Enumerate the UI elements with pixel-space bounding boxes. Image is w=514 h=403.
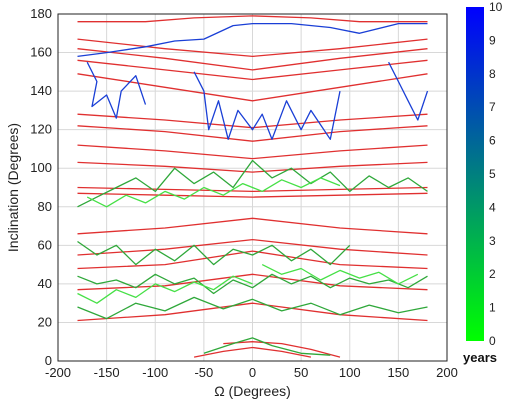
- plot-frame: [57, 13, 448, 362]
- colorbar-tick-label: 8: [489, 67, 496, 81]
- series-line-7: [77, 161, 428, 173]
- series-line-28: [77, 275, 253, 304]
- series-line-18: [77, 22, 428, 58]
- x-tick-label: -200: [45, 365, 71, 380]
- series-line-5: [77, 192, 428, 198]
- colorbar-tick-labels: 0 1 2 3 4 5 6 7 8 9 10: [489, 0, 503, 348]
- series-line-12: [77, 59, 428, 81]
- x-tick-label: 100: [339, 365, 361, 380]
- x-tick-label: 50: [294, 365, 308, 380]
- x-tick-label: -50: [194, 365, 213, 380]
- series-line-19: [86, 61, 147, 119]
- y-tick-label: 0: [45, 353, 52, 368]
- x-tick-label: 150: [388, 365, 410, 380]
- series-line-16: [223, 341, 341, 358]
- y-tick-label: 100: [30, 160, 52, 175]
- series-line-24: [77, 240, 351, 266]
- x-axis-title: Ω (Degrees): [214, 383, 291, 399]
- series-line-11: [77, 73, 428, 102]
- y-tick-labels: 0 20 40 60 80 100 120 140 160 180: [30, 6, 52, 368]
- series-line-6: [77, 186, 428, 193]
- x-tick-label: 200: [436, 365, 458, 380]
- series-line-9: [77, 125, 428, 142]
- y-axis-title: Inclination (Degrees): [5, 123, 21, 252]
- series-line-29: [261, 264, 419, 285]
- colorbar-tick-label: 7: [489, 100, 496, 114]
- colorbar: [466, 7, 484, 341]
- series-layer: [77, 15, 429, 358]
- y-tick-label: 160: [30, 45, 52, 60]
- series-line-15: [77, 15, 428, 23]
- colorbar-tick-label: 2: [489, 267, 496, 281]
- series-line-21: [388, 61, 429, 121]
- colorbar-tick-label: 1: [489, 301, 496, 315]
- y-tick-label: 60: [38, 237, 52, 252]
- series-line-4: [77, 217, 428, 235]
- colorbar-label: years: [463, 350, 497, 365]
- y-tick-label: 120: [30, 122, 52, 137]
- y-tick-label: 80: [38, 199, 52, 214]
- y-tick-label: 140: [30, 83, 52, 98]
- colorbar-tick-label: 4: [489, 200, 496, 214]
- series-line-2: [77, 250, 428, 270]
- y-tick-label: 20: [38, 314, 52, 329]
- colorbar-tick-label: 5: [489, 167, 496, 181]
- x-tick-label: -150: [94, 365, 120, 380]
- series-line-22: [77, 159, 428, 208]
- colorbar-tick-label: 6: [489, 134, 496, 148]
- colorbar-tick-label: 3: [489, 234, 496, 248]
- x-tick-labels: -200 -150 -100 -50 0 50 100 150 200: [45, 365, 458, 380]
- series-line-14: [77, 38, 428, 58]
- colorbar-tick-label: 10: [489, 0, 503, 14]
- colorbar-tick-label: 9: [489, 33, 496, 47]
- x-tick-label: 0: [249, 365, 256, 380]
- series-line-17: [193, 346, 312, 358]
- series-line-23: [77, 273, 428, 295]
- series-line-26: [203, 337, 331, 356]
- x-tick-label: -100: [142, 365, 168, 380]
- series-line-13: [77, 48, 428, 71]
- series-line-25: [77, 296, 428, 320]
- series-line-27: [86, 177, 341, 208]
- series-line-3: [77, 238, 428, 256]
- series-line-8: [77, 144, 428, 160]
- colorbar-tick-label: 0: [489, 334, 496, 348]
- series-line-10: [77, 113, 428, 129]
- y-tick-label: 40: [38, 276, 52, 291]
- series-line-20: [193, 71, 341, 140]
- series-line-0: [77, 302, 428, 322]
- y-tick-label: 180: [30, 6, 52, 21]
